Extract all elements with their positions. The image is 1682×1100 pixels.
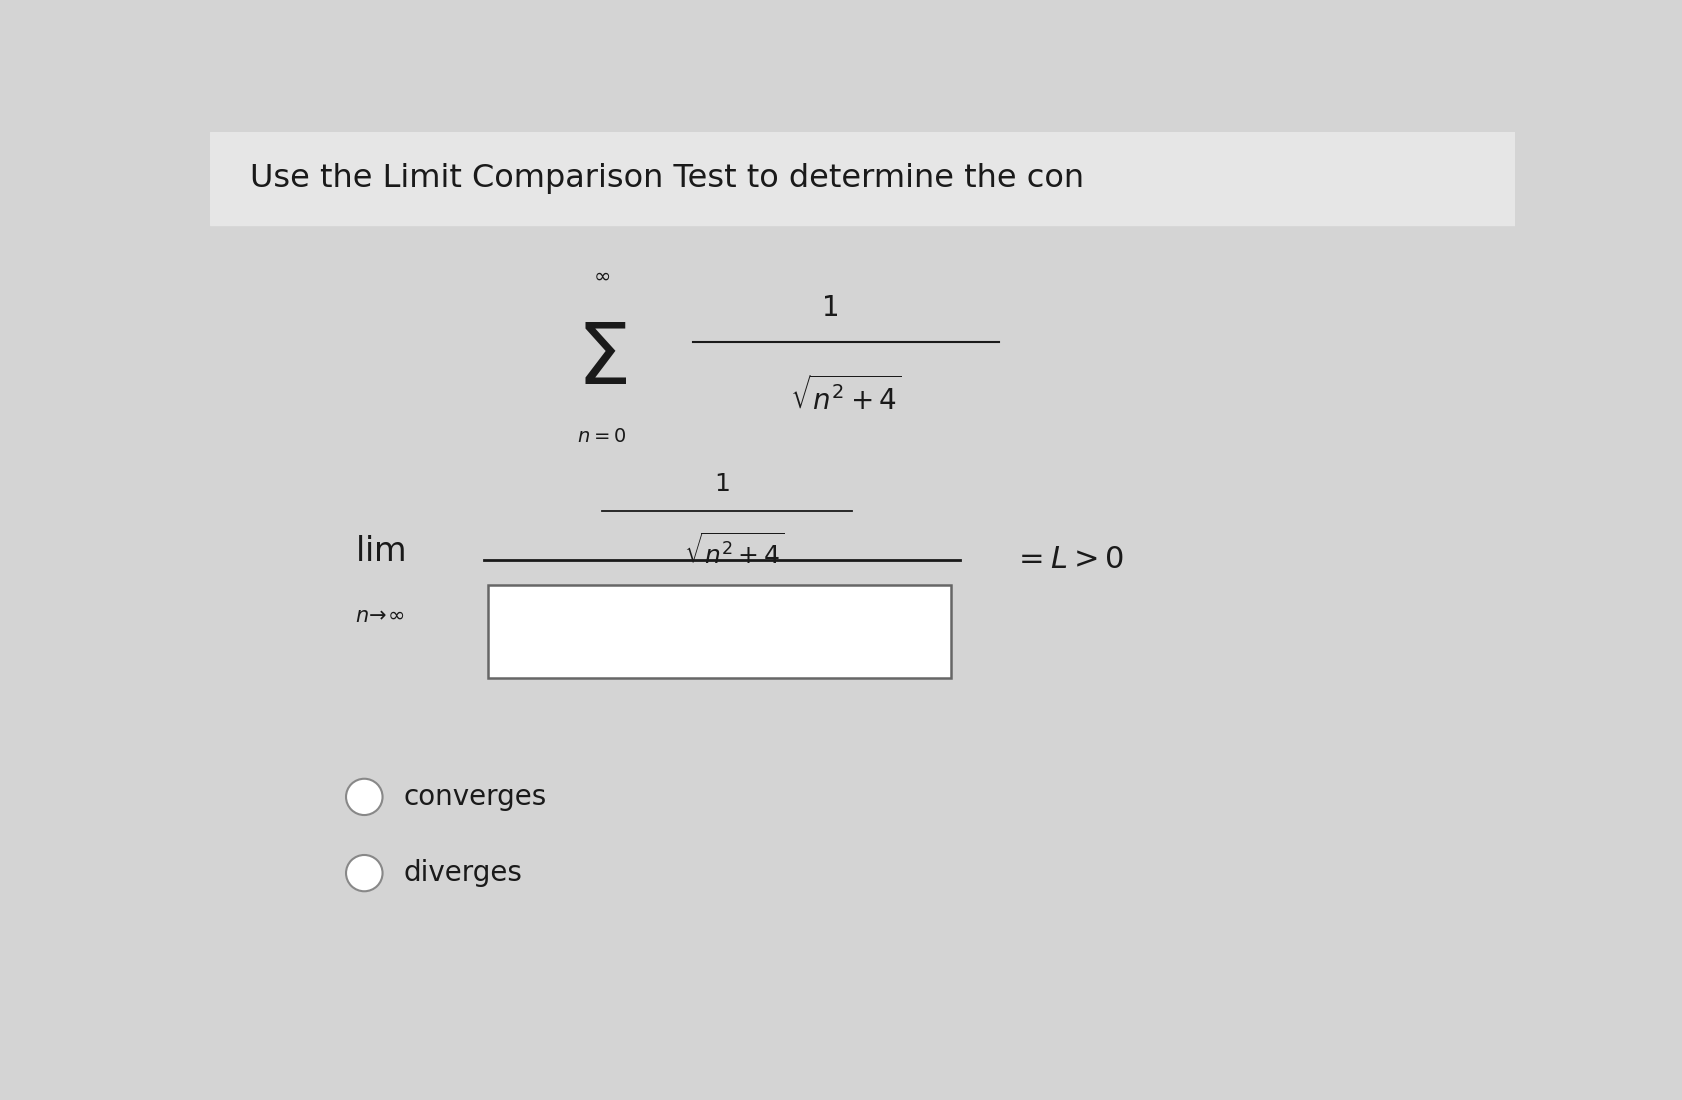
Text: converges: converges [404,783,547,811]
Text: $1$: $1$ [713,472,728,495]
Text: Use the Limit Comparison Test to determine the con: Use the Limit Comparison Test to determi… [249,163,1083,194]
Text: $1$: $1$ [821,294,838,322]
Text: $\sqrt{n^2 + 4}$: $\sqrt{n^2 + 4}$ [685,534,784,570]
Ellipse shape [346,779,382,815]
Text: $\sqrt{n^2 + 4}$: $\sqrt{n^2 + 4}$ [789,376,902,416]
Text: $\Sigma$: $\Sigma$ [575,319,627,403]
Text: $\mathrm{lim}$: $\mathrm{lim}$ [355,535,405,568]
Bar [488,585,950,679]
Text: $n = 0$: $n = 0$ [577,428,626,447]
Text: $\infty$: $\infty$ [592,266,611,286]
Text: $= L > 0$: $= L > 0$ [1013,546,1124,574]
Bar [210,132,1514,226]
Ellipse shape [346,855,382,891]
Text: $n\!\to\!\infty$: $n\!\to\!\infty$ [355,606,404,627]
Text: diverges: diverges [404,859,521,887]
